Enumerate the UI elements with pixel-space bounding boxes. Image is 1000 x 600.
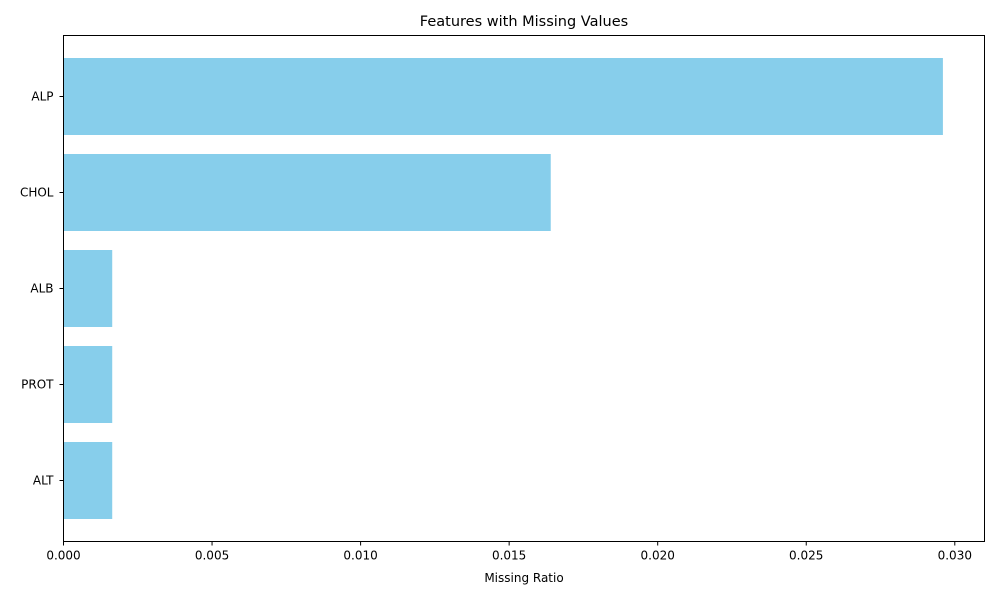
bar-alt [63,442,113,519]
y-tick-label-chol: CHOL [20,186,54,200]
y-tick-label-alt: ALT [33,474,54,488]
x-tick-label: 0.000 [46,549,80,563]
bar-chol [63,154,551,231]
x-tick-label: 0.010 [343,549,377,563]
bars-layer [63,58,943,519]
x-tick-label: 0.005 [195,549,229,563]
x-axis-ticks: 0.000 0.005 0.010 0.015 0.020 0.025 0.030 [46,541,972,563]
y-tick-label-alb: ALB [30,282,53,296]
x-tick-label: 0.030 [938,549,972,563]
x-axis-label: Missing Ratio [484,571,563,585]
bar-prot [63,346,113,423]
y-tick-label-prot: PROT [21,378,54,392]
bar-alb [63,250,113,327]
bar-alp [63,58,943,135]
y-axis-ticks: ALP CHOL ALB PROT ALT [20,90,64,488]
x-tick-label: 0.025 [789,549,823,563]
x-tick-label: 0.015 [492,549,526,563]
chart-title: Features with Missing Values [420,14,628,30]
plot-frame [63,35,985,542]
y-tick-label-alp: ALP [31,90,53,104]
x-tick-label: 0.020 [641,549,675,563]
